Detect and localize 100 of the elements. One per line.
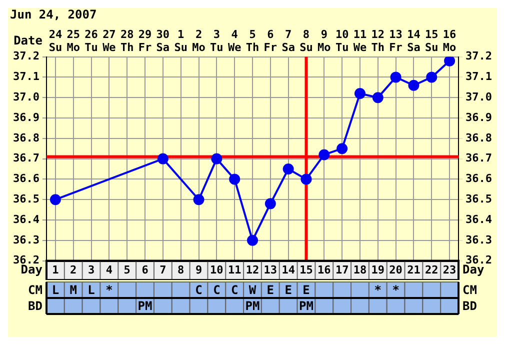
- point: [354, 88, 366, 100]
- x2-tick-label: 8 Su: [300, 28, 313, 54]
- x2-tick-label: 3 Tu: [210, 28, 224, 54]
- point: [247, 234, 258, 246]
- x2-tick-label: 1 Su: [174, 28, 188, 54]
- point: [426, 72, 438, 83]
- point: [444, 56, 456, 66]
- point: [264, 198, 276, 210]
- x2-tick-label: 11 We: [353, 28, 367, 54]
- x2-tick-label: 9 Mo: [318, 28, 332, 54]
- x-tick-label: 12: [246, 263, 260, 276]
- x-tick-label: 23: [442, 263, 456, 276]
- x2-tick-label: 10 Tu: [335, 28, 349, 54]
- point: [50, 194, 61, 206]
- x2-tick-label: 6 Fr: [264, 28, 278, 54]
- point: [211, 153, 222, 164]
- x-tick-label: 20: [389, 263, 402, 276]
- text: PM: [138, 299, 152, 314]
- point: [372, 92, 384, 104]
- x2-tick-label: 29 Fr: [138, 28, 152, 54]
- text: E: [284, 283, 292, 298]
- text: *: [106, 283, 113, 298]
- x2-tick-label: 27 We: [102, 28, 116, 54]
- x2-tick-label: 25 Mo: [66, 28, 80, 54]
- y2-tick-label: CM: [462, 283, 477, 298]
- y2-tick-label: BD: [462, 299, 477, 314]
- y2-tick-label: 36.5: [466, 192, 492, 206]
- point: [157, 153, 168, 164]
- x-tick-label: 11: [228, 263, 242, 276]
- text: C: [230, 283, 238, 298]
- y2-tick-label: 36.4: [466, 212, 492, 226]
- x-tick-label: 19: [371, 263, 385, 276]
- text: *: [374, 283, 382, 298]
- point: [408, 80, 420, 91]
- point: [282, 164, 294, 174]
- point: [336, 143, 348, 154]
- x-tick-label: 16: [318, 263, 332, 276]
- x-tick-label: 13: [264, 263, 278, 276]
- text: C: [195, 283, 202, 298]
- x2-tick-label: 16 Mo: [442, 28, 457, 54]
- y2-tick-label: 36.3: [466, 233, 492, 246]
- x-tick-label: 1: [52, 263, 60, 276]
- x-tick-label: 9: [195, 263, 202, 276]
- x-tick-label: 22: [425, 263, 438, 276]
- text: PM: [245, 299, 260, 314]
- text: Day: [20, 262, 42, 277]
- x2-tick-label: 24 Su: [48, 28, 62, 54]
- text: PM: [299, 299, 314, 314]
- x-tick-label: 10: [210, 263, 224, 276]
- y-tick-label: 36.6: [12, 172, 40, 186]
- y2-tick-label: 37.0: [466, 90, 492, 104]
- x-tick-label: 7: [160, 263, 166, 276]
- point: [300, 174, 312, 185]
- y2-tick-label: 36.6: [466, 172, 492, 186]
- text: C: [213, 283, 220, 298]
- x2-tick-label: 4 We: [228, 28, 242, 54]
- x-axis-title: Day: [462, 262, 484, 277]
- y-tick-label: 36.7: [12, 152, 40, 165]
- x2-tick-label: 2 Mo: [192, 28, 206, 54]
- y-tick-label: CM: [28, 283, 42, 298]
- y-tick-label: 36.8: [12, 131, 40, 144]
- y2-tick-label: 37.1: [466, 70, 492, 84]
- x2-tick-label: 14 Sa: [407, 28, 421, 54]
- text: *: [392, 283, 400, 298]
- y2-tick-label: 37.2: [466, 50, 492, 63]
- y-tick-label: BD: [28, 299, 42, 314]
- x-tick-label: 5: [124, 263, 130, 276]
- text: M: [70, 283, 77, 298]
- point: [193, 194, 204, 206]
- y-tick-label: 37.2: [12, 50, 40, 63]
- y-tick-label: 36.5: [12, 192, 40, 206]
- x-tick-label: 4: [106, 263, 113, 276]
- text: L: [88, 283, 95, 298]
- x2-tick-label: 28 Th: [120, 28, 134, 54]
- x-tick-label: 3: [88, 263, 95, 276]
- x2-tick-label: 26 Tu: [84, 28, 98, 54]
- y2-tick-label: 36.9: [466, 110, 492, 124]
- x2-axis-title: Date: [14, 34, 42, 48]
- y-tick-label: 36.4: [12, 212, 40, 226]
- text: W: [248, 283, 256, 298]
- point: [229, 174, 240, 185]
- text: E: [302, 283, 310, 298]
- x-tick-label: 8: [178, 263, 184, 276]
- y-tick-label: 37.0: [12, 90, 40, 104]
- chart-title: Jun 24, 2007: [10, 7, 97, 22]
- x-tick-label: 14: [282, 263, 296, 276]
- y-tick-label: 37.1: [12, 70, 40, 84]
- x2-tick-label: 12 Th: [371, 28, 385, 54]
- point: [318, 149, 330, 160]
- y2-tick-label: 36.7: [466, 152, 492, 165]
- x-tick-label: 2: [70, 263, 77, 276]
- x-tick-label: 18: [353, 263, 367, 276]
- point: [390, 72, 402, 83]
- text: L: [52, 283, 60, 298]
- x2-tick-label: 5 Th: [246, 28, 260, 54]
- x2-tick-label: 13 Fr: [389, 28, 403, 54]
- text: E: [266, 283, 274, 298]
- x-tick-label: 21: [407, 263, 421, 276]
- y2-tick-label: 36.8: [466, 131, 492, 144]
- x2-tick-label: 30 Sa: [156, 28, 170, 54]
